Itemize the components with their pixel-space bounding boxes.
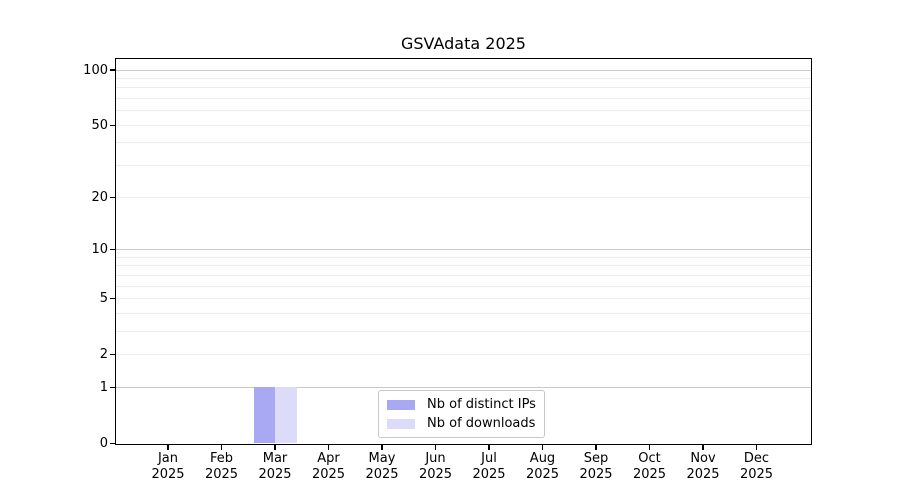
y-tick-10 [109,248,115,251]
x-tick-label-jan: Jan 2025 [132,451,204,483]
y-gridline-4 [116,312,811,314]
y-tick-20 [109,196,115,198]
y-tick-label-20: 20 [91,189,108,205]
x-tick-year: 2025 [365,466,399,482]
x-tick-label-oct: Oct 2025 [614,451,686,483]
x-tick-sep [595,444,597,450]
y-gridline-9 [116,256,811,258]
y-gridline-50 [116,124,811,126]
y-gridline-7 [116,274,811,276]
left-spine [114,58,116,445]
y-gridline-80 [116,87,811,89]
x-tick-label-sep: Sep 2025 [560,451,632,483]
x-tick-year: 2025 [204,466,239,482]
x-tick-label-dec: Dec 2025 [721,451,793,483]
x-tick-year: 2025 [151,466,185,482]
y-gridline-8 [116,265,811,267]
x-tick-month: Jul [481,450,497,466]
y-tick-1 [109,386,115,388]
x-tick-jul [488,444,490,450]
x-tick-label-nov: Nov 2025 [667,451,739,483]
x-tick-aug [541,444,544,450]
x-tick-year: 2025 [739,466,774,482]
y-gridline-60 [116,110,811,112]
y-gridline-6 [116,285,811,287]
x-tick-oct [648,444,651,450]
y-tick-2 [109,353,115,356]
x-tick-year: 2025 [472,466,506,482]
x-tick-label-aug: Aug 2025 [507,451,579,483]
x-tick-month: Sep [583,450,609,466]
x-tick-year: 2025 [418,466,453,482]
y-tick-50 [109,124,115,126]
y-tick-label-1: 1 [99,379,108,395]
legend-label-downloads: Nb of downloads [427,416,536,431]
x-tick-month: Mar [262,450,288,466]
y-gridline-5 [116,297,811,299]
x-tick-month: Apr [317,450,340,466]
x-tick-month: Jan [157,450,179,466]
right-spine [810,58,812,445]
legend-item-distinct-ips: Nb of distinct IPs [385,397,538,412]
x-tick-may [381,444,383,450]
y-tick-100 [109,69,115,71]
x-tick-jun [434,444,437,450]
y-gridline-100 [116,69,811,71]
x-tick-month: Feb [209,450,234,466]
x-tick-month: May [368,450,396,466]
y-gridline-2 [116,354,811,356]
x-tick-year: 2025 [258,466,292,482]
y-gridline-40 [116,142,811,144]
chart-title: GSVAdata 2025 [401,34,526,53]
y-tick-label-5: 5 [99,290,108,306]
y-gridline-20 [116,196,811,198]
x-tick-year: 2025 [632,466,667,482]
legend-swatch-distinct-ips [387,399,415,410]
x-tick-label-jul: Jul 2025 [453,451,525,483]
legend-swatch-downloads [387,418,415,429]
x-tick-feb [220,444,223,450]
y-tick-label-50: 50 [91,117,108,133]
bar-nb-of-distinct-ips-mar [253,387,275,444]
y-tick-label-2: 2 [99,347,108,363]
y-tick-5 [109,297,115,300]
x-tick-dec [755,444,758,450]
x-tick-year: 2025 [525,466,560,482]
x-tick-month: Dec [743,450,770,466]
x-tick-label-apr: Apr 2025 [293,451,365,483]
y-tick-0 [109,442,115,445]
x-tick-label-mar: Mar 2025 [239,451,311,483]
y-gridline-90 [116,77,811,79]
legend: Nb of distinct IPs Nb of downloads [378,390,545,438]
y-tick-label-0: 0 [99,436,108,451]
bar-nb-of-downloads-mar [275,387,297,444]
y-tick-label-100: 100 [83,62,108,78]
y-gridline-3 [116,330,811,332]
y-gridline-30 [116,165,811,167]
x-tick-month: Oct [638,450,661,466]
x-tick-apr [327,444,330,450]
x-tick-year: 2025 [311,466,346,482]
legend-label-distinct-ips: Nb of distinct IPs [427,397,536,412]
y-gridline-10 [116,248,811,250]
x-tick-mar [274,444,276,450]
x-tick-month: Nov [690,450,716,466]
x-tick-jan [167,444,169,450]
y-gridline-70 [116,98,811,100]
x-tick-year: 2025 [686,466,720,482]
bottom-spine [114,443,812,445]
y-tick-label-10: 10 [91,241,108,257]
x-tick-label-feb: Feb 2025 [186,451,258,483]
top-spine [114,58,812,60]
x-tick-year: 2025 [579,466,613,482]
x-tick-label-may: May 2025 [346,451,418,483]
x-tick-nov [702,444,704,450]
x-tick-month: Jun [425,450,446,466]
x-tick-month: Aug [529,450,556,466]
y-gridline-1 [116,386,811,388]
legend-item-downloads: Nb of downloads [385,416,538,431]
x-tick-label-jun: Jun 2025 [400,451,472,483]
